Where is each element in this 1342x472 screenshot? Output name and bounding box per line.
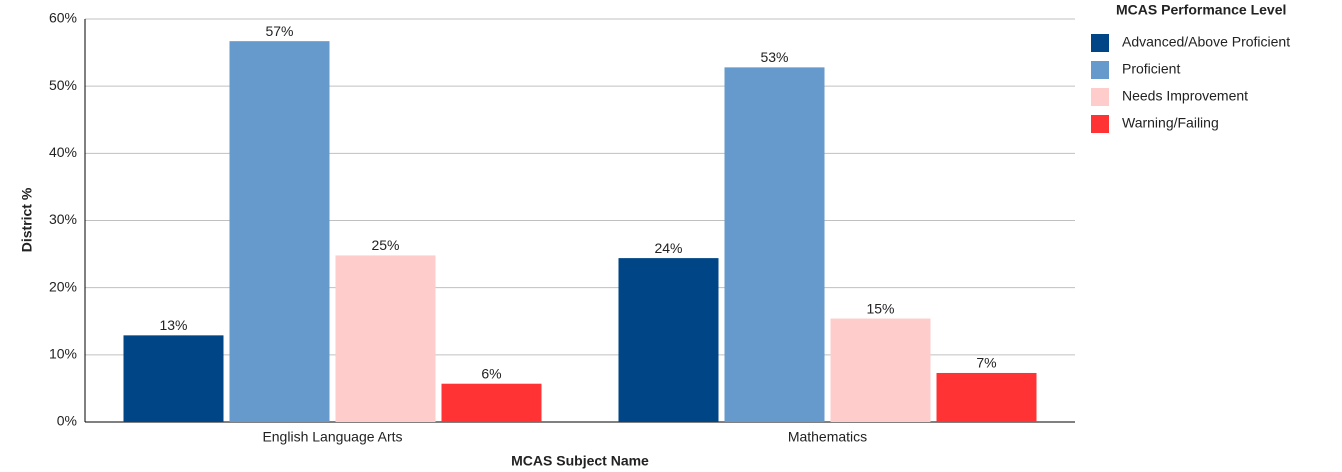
bar [441, 383, 542, 422]
legend-label: Advanced/Above Proficient [1122, 34, 1290, 50]
bar [335, 255, 436, 422]
y-axis-label: District % [19, 187, 35, 252]
legend-swatch [1091, 88, 1109, 106]
value-label: 15% [866, 300, 894, 316]
value-label: 57% [265, 23, 293, 39]
bar [724, 67, 825, 423]
bar [123, 335, 224, 422]
value-label: 25% [371, 237, 399, 253]
y-tick-label: 10% [49, 346, 77, 362]
legend-label: Proficient [1122, 61, 1180, 77]
y-tick-label: 40% [49, 144, 77, 160]
value-label: 13% [159, 317, 187, 333]
x-tick-label: English Language Arts [262, 429, 402, 445]
legend-title: MCAS Performance Level [1116, 2, 1286, 18]
bar [618, 258, 719, 422]
y-tick-label: 30% [49, 211, 77, 227]
legend-label: Needs Improvement [1122, 88, 1248, 104]
legend-label: Warning/Failing [1122, 115, 1219, 131]
y-tick-label: 50% [49, 77, 77, 93]
legend-swatch [1091, 115, 1109, 133]
value-label: 53% [760, 49, 788, 65]
value-label: 24% [654, 240, 682, 256]
value-label: 6% [481, 365, 501, 381]
value-label: 7% [976, 355, 996, 371]
y-tick-label: 20% [49, 278, 77, 294]
y-tick-label: 0% [57, 413, 77, 429]
bar [229, 41, 330, 422]
legend-swatch [1091, 34, 1109, 52]
legend-swatch [1091, 61, 1109, 79]
y-tick-label: 60% [49, 10, 77, 26]
bar [936, 372, 1037, 422]
x-axis-label: MCAS Subject Name [511, 453, 649, 469]
bar [830, 318, 931, 422]
x-tick-label: Mathematics [788, 429, 867, 445]
